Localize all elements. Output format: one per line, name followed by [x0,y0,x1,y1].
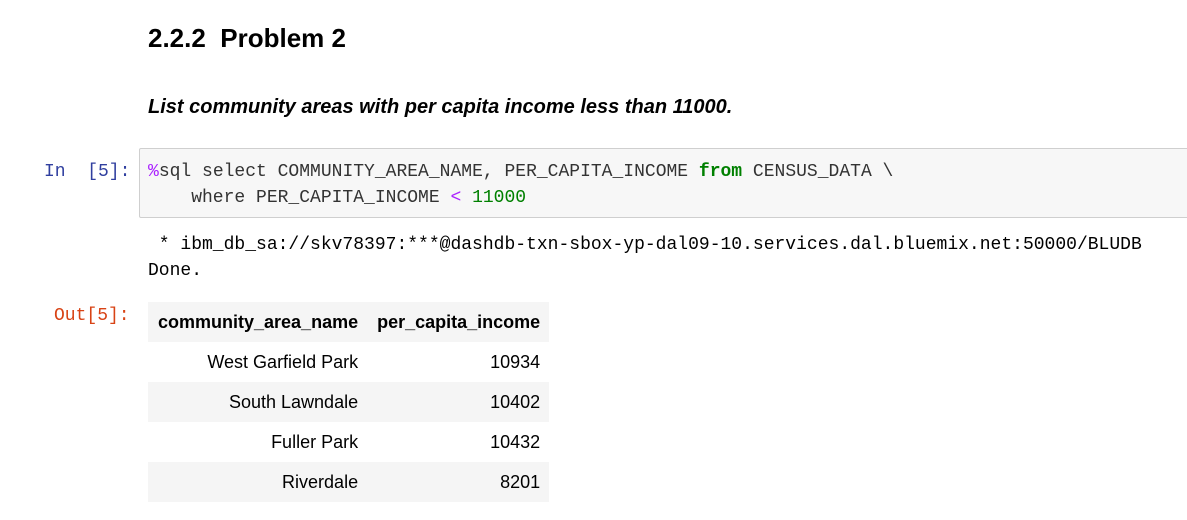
sql-number: 11000 [472,188,527,208]
code-line-1[interactable]: %sql select COMMUNITY_AREA_NAME, PER_CAP… [148,159,893,185]
table-row: South Lawndale 10402 [148,382,550,422]
query-result-table: community_area_name per_capita_income We… [148,302,550,502]
cell-stdout: * ibm_db_sa://skv78397:***@dashdb-txn-sb… [148,232,1142,284]
code-text: CENSUS_DATA \ [742,162,894,182]
code-cell-editor[interactable]: %sql select COMMUNITY_AREA_NAME, PER_CAP… [139,148,1187,218]
cell-community-area-name: Fuller Park [148,422,368,462]
sql-magic-token: % [148,162,159,182]
column-header-community-area-name: community_area_name [148,302,368,342]
input-prompt: In [5]: [44,162,131,182]
sql-keyword-from: from [698,162,743,182]
cell-per-capita-income: 10402 [367,382,550,422]
cell-per-capita-income: 8201 [367,462,550,502]
cell-community-area-name: South Lawndale [148,382,368,422]
table-row: West Garfield Park 10934 [148,342,550,382]
column-header-per-capita-income: per_capita_income [367,302,550,342]
code-text: sql select COMMUNITY_AREA_NAME, PER_CAPI… [158,162,699,182]
cell-per-capita-income: 10934 [367,342,550,382]
section-heading: 2.2.2 Problem 2 [148,23,346,53]
output-prompt: Out[5]: [54,306,130,326]
sql-operator: < [450,188,462,208]
table-header-row: community_area_name per_capita_income [148,302,550,342]
problem-statement: List community areas with per capita inc… [148,96,733,118]
code-text: where PER_CAPITA_INCOME [148,188,451,208]
cell-community-area-name: Riverdale [148,462,368,502]
table-row: Riverdale 8201 [148,462,550,502]
done-message: Done. [148,261,203,281]
table-row: Fuller Park 10432 [148,422,550,462]
connection-string: * ibm_db_sa://skv78397:***@dashdb-txn-sb… [148,235,1142,255]
cell-community-area-name: West Garfield Park [148,342,368,382]
code-space [461,188,472,208]
code-line-2[interactable]: where PER_CAPITA_INCOME < 11000 [148,185,526,211]
cell-per-capita-income: 10432 [367,422,550,462]
